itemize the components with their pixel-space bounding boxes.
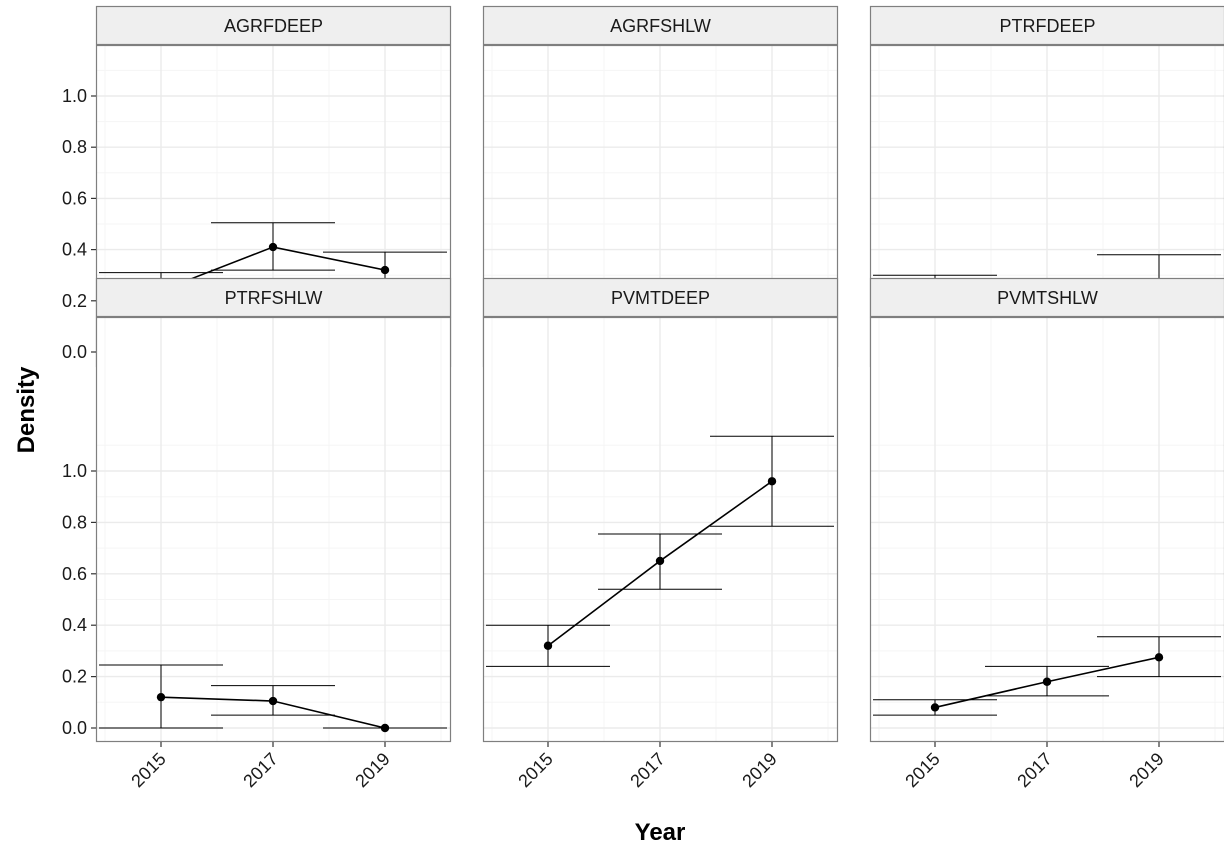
x-axis-title: Year [635,819,686,846]
facet-strip [482,5,839,46]
y-tick-label: 0.8 [62,137,87,157]
facet-strip-label: AGRFDEEP [224,16,323,36]
grid [870,317,1224,742]
facet-panels: AGRFDEEP AGRFSHLW PTRFDEEP PTRFSHLW PVMTDEEP… [95,5,1224,743]
grid [96,317,451,742]
grid [483,317,838,742]
x-axis: 2015 2017 2019 2015 2017 2019 2015 2017 2019 [127,742,1168,791]
y-tick-label: 1.0 [62,86,87,106]
data-point [268,696,278,706]
x-tick-label: 2017 [239,749,281,791]
x-tick-label: 2015 [514,749,556,791]
y-tick-label: 0.0 [62,718,87,738]
x-tick-label: 2019 [1125,749,1167,791]
series [486,435,834,667]
facet-panel: PVMTSHLW [869,277,1224,743]
series [873,636,1221,716]
data-point [1042,677,1052,686]
facet-strip-label: AGRFSHLW [610,16,711,36]
facet-strip-label: PVMTDEEP [611,288,710,308]
facet-panel: PTRFSHLW [95,277,452,743]
y-tick-label: 0.6 [62,564,87,584]
data-point [543,641,553,650]
panel-border [482,316,839,743]
facet-strip [482,277,839,318]
y-tick-label: 0.6 [62,188,87,208]
facet-strip-label: PVMTSHLW [997,288,1098,308]
data-point [655,556,665,566]
y-tick-label: 0.2 [62,291,87,311]
x-tick-label: 2019 [738,749,780,791]
y-tick-label: 0.2 [62,667,87,687]
data-point [930,703,940,712]
y-axis-title: Density [13,366,40,453]
x-tick-label: 2019 [351,749,393,791]
y-tick-label: 1.0 [62,461,87,481]
facet-strip [95,277,452,318]
y-tick-label: 0.4 [62,615,87,635]
facet-strip [95,5,452,46]
y-tick-label: 0.8 [62,512,87,532]
x-tick-label: 2017 [626,749,668,791]
y-axes: 0.0 0.2 0.4 0.6 0.8 1.0 0.0 0.2 0.4 0.6 0.8 1.0 [62,86,96,738]
x-tick-label: 2015 [127,749,169,791]
x-tick-label: 2015 [901,749,943,791]
facet-panel: PVMTDEEP [482,277,839,743]
data-point [156,692,166,702]
data-point [268,242,278,252]
y-tick-label: 0.0 [62,342,87,362]
panel-border [95,316,452,743]
data-point [380,723,390,733]
facet-strip [869,277,1224,318]
y-tick-label: 0.4 [62,240,87,260]
data-point [1154,653,1164,662]
series [99,664,447,733]
facet-strip-label: PTRFSHLW [225,288,323,308]
x-tick-label: 2017 [1013,749,1055,791]
data-point [380,265,390,275]
data-point [767,477,777,486]
facet-strip-label: PTRFDEEP [999,16,1095,36]
facet-strip [869,5,1224,46]
panel-border [869,316,1224,743]
